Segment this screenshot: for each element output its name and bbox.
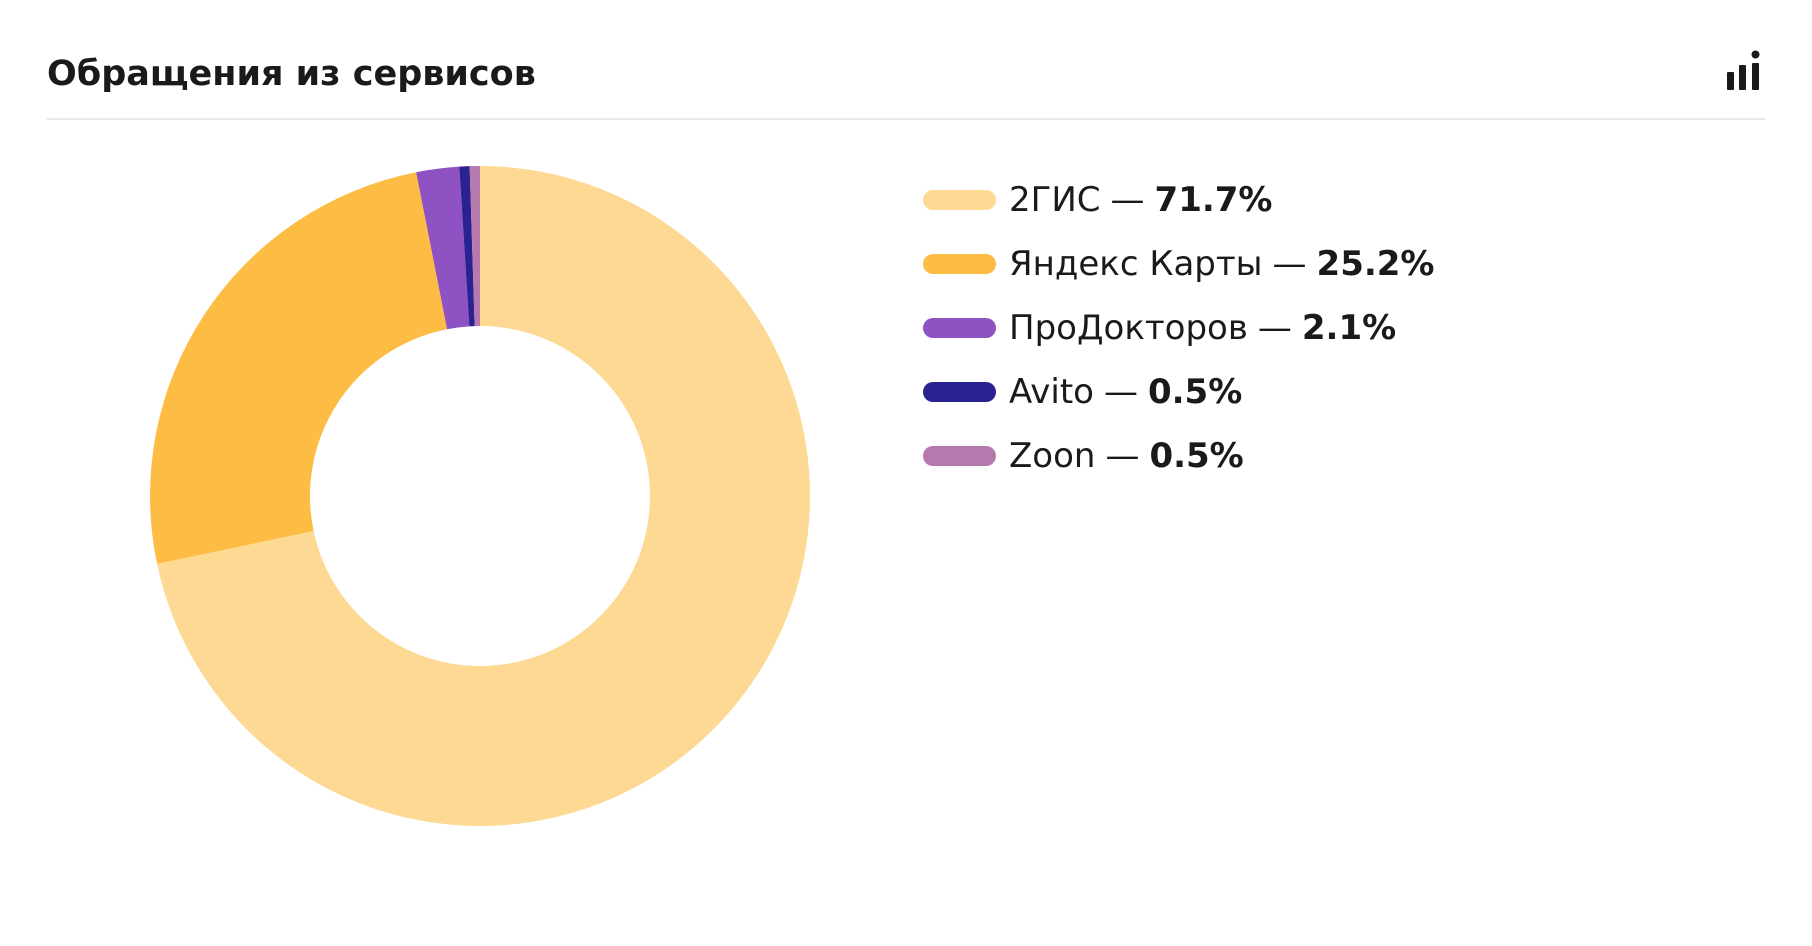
legend-value: 0.5%: [1149, 436, 1244, 476]
legend-label: 2ГИС: [1009, 180, 1101, 220]
legend-separator: —: [1105, 436, 1140, 476]
donut-slice-0[interactable]: [157, 166, 810, 826]
legend-value: 2.1%: [1301, 308, 1397, 348]
donut-slice-4[interactable]: [469, 166, 480, 327]
legend-value: 0.5%: [1147, 372, 1243, 412]
legend-swatch: [923, 382, 996, 402]
legend-swatch: [923, 446, 996, 466]
legend-swatch: [923, 190, 996, 210]
legend-label: Zoon: [1009, 436, 1096, 476]
donut-slice-2[interactable]: [416, 166, 470, 330]
legend-item[interactable]: Zoon —0.5%: [923, 424, 1435, 488]
legend-value: 71.7%: [1154, 180, 1273, 220]
legend-separator: —: [1103, 372, 1138, 412]
card-title: Обращения из сервисов: [47, 54, 536, 94]
legend-value: 25.2%: [1316, 244, 1435, 284]
legend-item[interactable]: Яндекс Карты —25.2%: [923, 232, 1435, 296]
legend-separator: —: [1257, 308, 1292, 348]
bar-chart-icon[interactable]: [1725, 50, 1765, 94]
legend-separator: —: [1272, 244, 1307, 284]
legend-swatch: [923, 254, 996, 274]
legend-swatch: [923, 318, 996, 338]
legend-label: ПроДокторов: [1009, 308, 1248, 348]
legend-item[interactable]: 2ГИС —71.7%: [923, 168, 1435, 232]
legend-separator: —: [1110, 180, 1145, 220]
legend-item[interactable]: Avito —0.5%: [923, 360, 1435, 424]
donut-slice-3[interactable]: [459, 166, 475, 327]
donut-slice-1[interactable]: [150, 172, 448, 564]
legend-item[interactable]: ПроДокторов —2.1%: [923, 296, 1435, 360]
legend-label: Яндекс Карты: [1009, 244, 1263, 284]
bar-chart-icon-svg: [1727, 50, 1760, 90]
donut-chart: [150, 166, 810, 826]
card-header: Обращения из сервисов: [47, 44, 1765, 120]
chart-legend: 2ГИС —71.7% Яндекс Карты —25.2% ПроДокторов —…: [923, 168, 1435, 488]
legend-label: Avito: [1009, 372, 1094, 412]
